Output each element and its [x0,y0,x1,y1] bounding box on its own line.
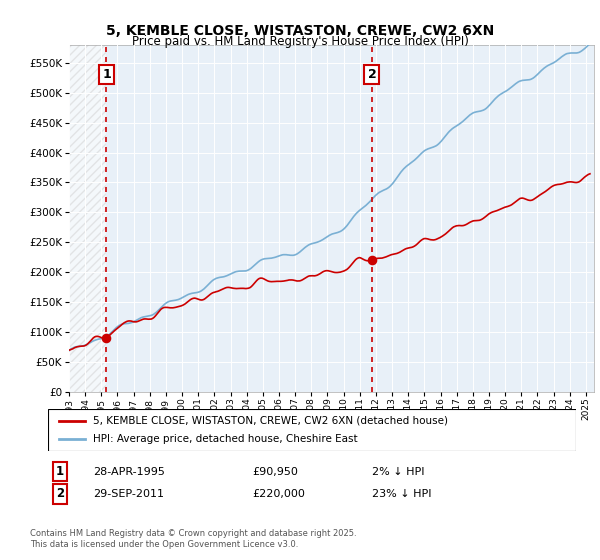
Text: 5, KEMBLE CLOSE, WISTASTON, CREWE, CW2 6XN: 5, KEMBLE CLOSE, WISTASTON, CREWE, CW2 6… [106,24,494,38]
Text: 2: 2 [56,487,64,501]
Text: 1: 1 [102,68,111,81]
Point [367,256,377,265]
Text: HPI: Average price, detached house, Cheshire East: HPI: Average price, detached house, Ches… [93,434,358,444]
Text: £220,000: £220,000 [252,489,305,499]
FancyBboxPatch shape [48,409,576,451]
Text: 2: 2 [368,68,376,81]
Text: 29-SEP-2011: 29-SEP-2011 [93,489,164,499]
Text: 5, KEMBLE CLOSE, WISTASTON, CREWE, CW2 6XN (detached house): 5, KEMBLE CLOSE, WISTASTON, CREWE, CW2 6… [93,416,448,426]
Text: Price paid vs. HM Land Registry's House Price Index (HPI): Price paid vs. HM Land Registry's House … [131,35,469,49]
Text: 23% ↓ HPI: 23% ↓ HPI [372,489,431,499]
Text: 1: 1 [56,465,64,478]
Text: 2% ↓ HPI: 2% ↓ HPI [372,466,425,477]
Text: Contains HM Land Registry data © Crown copyright and database right 2025.
This d: Contains HM Land Registry data © Crown c… [30,529,356,549]
Bar [69,45,106,392]
Text: 28-APR-1995: 28-APR-1995 [93,466,165,477]
Point [101,333,111,342]
Text: £90,950: £90,950 [252,466,298,477]
